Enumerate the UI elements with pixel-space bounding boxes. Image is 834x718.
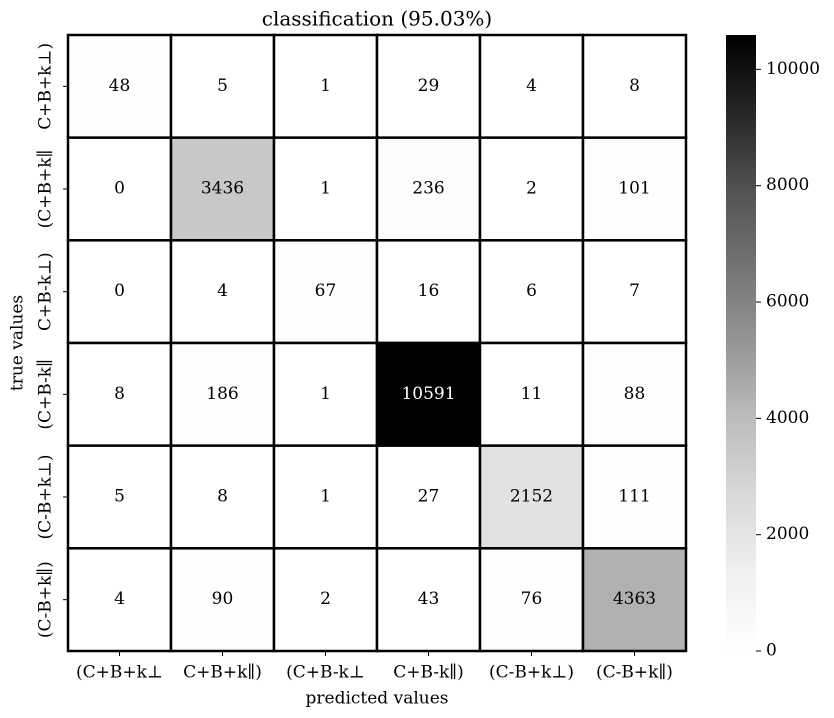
- heatmap-cell: [375, 341, 482, 447]
- cell-label: 29: [418, 76, 440, 96]
- heatmap-cell: [581, 444, 688, 550]
- cell-label: 3436: [201, 179, 244, 199]
- cell-label: 101: [618, 179, 650, 199]
- heatmap-cell: [66, 547, 173, 653]
- x-axis-label: predicted values: [306, 689, 449, 709]
- cell-label: 8: [217, 487, 228, 507]
- cell-label: 1: [320, 487, 331, 507]
- cell-label: 10591: [401, 384, 455, 404]
- heatmap-cell: [169, 33, 276, 139]
- heatmap-cell: [478, 239, 585, 345]
- colorbar-tick-label: 4000: [766, 408, 809, 428]
- cell-label: 88: [624, 384, 646, 404]
- y-axis-label: true values: [8, 295, 28, 391]
- cell-label: 8: [629, 76, 640, 96]
- cell-label: 16: [418, 281, 440, 301]
- cell-label: 4: [114, 589, 125, 609]
- cell-label: 90: [212, 589, 234, 609]
- heatmap-cell: [581, 136, 688, 242]
- cell-label: 11: [521, 384, 543, 404]
- cell-label: 5: [114, 487, 125, 507]
- cell-label: 6: [526, 281, 537, 301]
- cell-label: 2: [526, 179, 537, 199]
- cell-label: 1: [320, 179, 331, 199]
- y-tick-label: (C+B-k∥: [36, 359, 56, 430]
- heatmap-cell: [272, 341, 379, 447]
- heatmap-cell: [66, 341, 173, 447]
- cell-label: 1: [320, 384, 331, 404]
- cell-label: 7: [629, 281, 640, 301]
- heatmap-cell: [272, 444, 379, 550]
- cell-label: 5: [217, 76, 228, 96]
- x-tick-label: (C-B+k⊥): [489, 663, 574, 683]
- y-tick-label: (C-B+k∥): [36, 561, 56, 638]
- colorbar-tick-label: 8000: [766, 175, 809, 195]
- cell-label: 48: [109, 76, 131, 96]
- cell-label: 8: [114, 384, 125, 404]
- cell-label: 4: [526, 76, 537, 96]
- colorbar: [726, 35, 756, 651]
- heatmap-cell: [169, 136, 276, 242]
- y-tick-label: (C+B+k∥: [36, 150, 56, 229]
- cell-label: 236: [412, 179, 444, 199]
- colorbar-tick-label: 10000: [766, 59, 820, 79]
- cell-label: 67: [315, 281, 337, 301]
- colorbar-tick-label: 6000: [766, 292, 809, 312]
- cell-label: 0: [114, 179, 125, 199]
- cell-label: 76: [521, 589, 543, 609]
- y-tick-label: (C-B+k⊥): [36, 454, 56, 539]
- x-tick-label: C+B+k∥): [183, 663, 262, 683]
- cell-label: 2152: [510, 487, 553, 507]
- chart-title: classification (95.03%): [262, 7, 493, 31]
- cell-label: 43: [418, 589, 440, 609]
- cell-label: 4: [217, 281, 228, 301]
- y-tick-label: C+B+k⊥): [36, 43, 56, 130]
- colorbar-tick-label: 2000: [766, 524, 809, 544]
- heatmap-cell: [169, 341, 276, 447]
- cell-label: 2: [320, 589, 331, 609]
- y-tick-label: C+B-k⊥): [36, 252, 56, 331]
- cell-label: 186: [206, 384, 238, 404]
- heatmap-cell: [375, 136, 482, 242]
- x-tick-label: (C+B+k⊥: [76, 663, 163, 683]
- cell-label: 0: [114, 281, 125, 301]
- x-tick-label: (C-B+k∥): [596, 663, 673, 683]
- colorbar-tick-label: 0: [766, 641, 777, 661]
- cell-label: 1: [320, 76, 331, 96]
- cell-label: 4363: [613, 589, 656, 609]
- heatmap-cell: [478, 444, 585, 550]
- heatmap-cell: [375, 444, 482, 550]
- heatmap-cell: [169, 239, 276, 345]
- heatmap-cell: [375, 239, 482, 345]
- heatmap-cell: [581, 341, 688, 447]
- cell-label: 111: [618, 487, 650, 507]
- heatmap-cell: [581, 239, 688, 345]
- heatmap-cell: [581, 547, 688, 653]
- x-tick-label: C+B-k∥): [393, 663, 464, 683]
- x-tick-label: (C+B-k⊥: [286, 663, 365, 683]
- heatmap-cell: [581, 33, 688, 139]
- cell-label: 27: [418, 487, 440, 507]
- heatmap-cell: [478, 341, 585, 447]
